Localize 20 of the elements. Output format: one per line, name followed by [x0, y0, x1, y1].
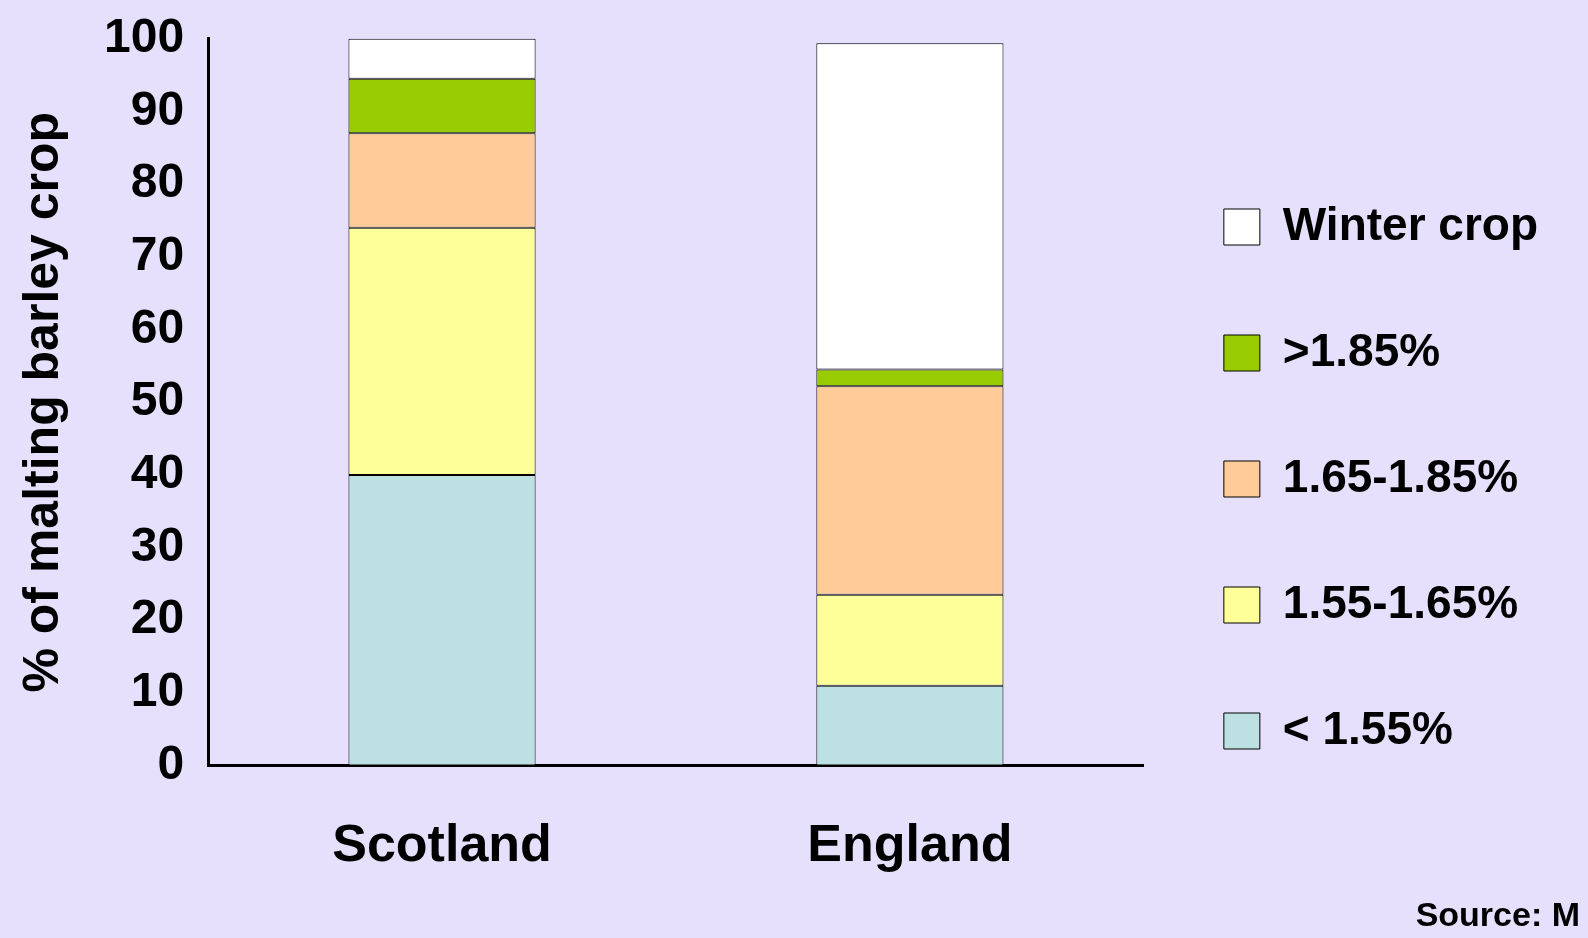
- y-axis-title: % of malting barley crop: [12, 111, 69, 693]
- x-tick-label: Scotland: [332, 814, 552, 873]
- x-tick-label: England: [807, 814, 1013, 873]
- source-note: Source: M: [1415, 895, 1580, 934]
- y-tick-label: 90: [130, 81, 185, 135]
- y-tick-label: 10: [130, 663, 185, 717]
- y-tick-label: 70: [130, 227, 185, 281]
- y-tick-label: 60: [130, 299, 185, 353]
- legend-label: >1.85%: [1282, 323, 1441, 376]
- legend-label: < 1.55%: [1282, 701, 1453, 754]
- y-tick-label: 40: [130, 445, 185, 499]
- y-tick-label: 20: [130, 590, 185, 644]
- y-tick-label: 100: [103, 9, 185, 63]
- y-tick-label: 50: [130, 372, 185, 426]
- y-tick-label: 80: [130, 154, 185, 208]
- legend-label: 1.55-1.65%: [1282, 575, 1519, 628]
- legend-label: Winter crop: [1282, 197, 1538, 250]
- legend-label: 1.65-1.85%: [1282, 449, 1519, 502]
- y-tick-label: 0: [157, 735, 185, 789]
- y-tick-label: 30: [130, 517, 185, 571]
